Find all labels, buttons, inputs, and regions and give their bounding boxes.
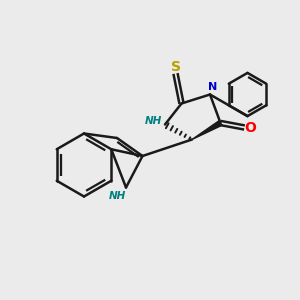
Text: N: N — [208, 82, 217, 92]
Text: NH: NH — [109, 191, 126, 201]
Text: O: O — [244, 121, 256, 134]
Text: NH: NH — [145, 116, 162, 126]
Text: S: S — [170, 60, 181, 74]
Polygon shape — [192, 121, 222, 140]
